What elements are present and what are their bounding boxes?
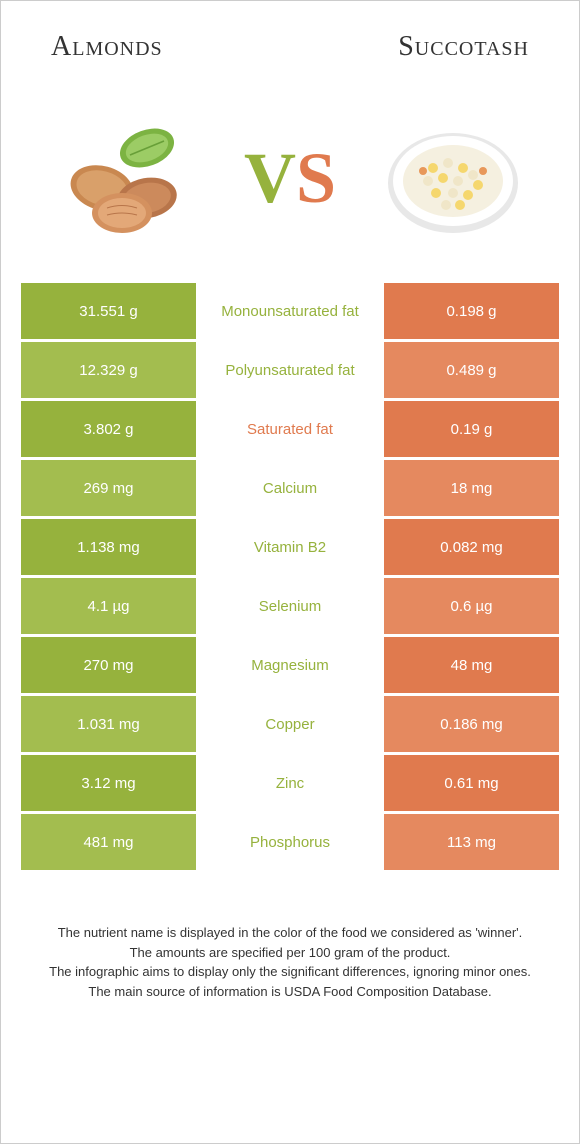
table-row: 12.329 gPolyunsaturated fat0.489 g <box>21 342 559 398</box>
value-left: 12.329 g <box>21 342 196 398</box>
value-right: 0.489 g <box>384 342 559 398</box>
almonds-image <box>52 103 202 253</box>
value-right: 0.6 µg <box>384 578 559 634</box>
value-right: 0.61 mg <box>384 755 559 811</box>
nutrient-name: Calcium <box>196 460 384 516</box>
table-row: 31.551 gMonounsaturated fat0.198 g <box>21 283 559 339</box>
table-row: 481 mgPhosphorus113 mg <box>21 814 559 870</box>
value-left: 1.031 mg <box>21 696 196 752</box>
value-left: 3.12 mg <box>21 755 196 811</box>
value-right: 0.19 g <box>384 401 559 457</box>
images-row: VS <box>1 83 579 283</box>
footer-line: The amounts are specified per 100 gram o… <box>31 943 549 963</box>
value-left: 1.138 mg <box>21 519 196 575</box>
value-left: 4.1 µg <box>21 578 196 634</box>
table-row: 270 mgMagnesium48 mg <box>21 637 559 693</box>
table-row: 269 mgCalcium18 mg <box>21 460 559 516</box>
nutrient-table: 31.551 gMonounsaturated fat0.198 g12.329… <box>1 283 579 870</box>
footer-notes: The nutrient name is displayed in the co… <box>1 873 579 1001</box>
nutrient-name: Selenium <box>196 578 384 634</box>
value-right: 0.198 g <box>384 283 559 339</box>
table-row: 3.12 mgZinc0.61 mg <box>21 755 559 811</box>
title-left: Almonds <box>51 31 163 63</box>
nutrient-name: Phosphorus <box>196 814 384 870</box>
nutrient-name: Polyunsaturated fat <box>196 342 384 398</box>
table-row: 1.031 mgCopper0.186 mg <box>21 696 559 752</box>
nutrient-name: Magnesium <box>196 637 384 693</box>
value-left: 481 mg <box>21 814 196 870</box>
value-right: 18 mg <box>384 460 559 516</box>
vs-v: V <box>244 138 296 218</box>
title-right: Succotash <box>398 31 529 63</box>
nutrient-name: Monounsaturated fat <box>196 283 384 339</box>
value-left: 270 mg <box>21 637 196 693</box>
footer-line: The infographic aims to display only the… <box>31 962 549 982</box>
nutrient-name: Zinc <box>196 755 384 811</box>
footer-line: The main source of information is USDA F… <box>31 982 549 1002</box>
footer-line: The nutrient name is displayed in the co… <box>31 923 549 943</box>
table-row: 4.1 µgSelenium0.6 µg <box>21 578 559 634</box>
value-right: 0.082 mg <box>384 519 559 575</box>
value-left: 31.551 g <box>21 283 196 339</box>
nutrient-name: Copper <box>196 696 384 752</box>
table-row: 1.138 mgVitamin B20.082 mg <box>21 519 559 575</box>
table-row: 3.802 gSaturated fat0.19 g <box>21 401 559 457</box>
value-right: 0.186 mg <box>384 696 559 752</box>
value-left: 269 mg <box>21 460 196 516</box>
value-right: 113 mg <box>384 814 559 870</box>
titles-row: Almonds Succotash <box>1 1 579 83</box>
succotash-image <box>378 103 528 253</box>
value-right: 48 mg <box>384 637 559 693</box>
nutrient-name: Saturated fat <box>196 401 384 457</box>
vs-label: VS <box>244 137 336 220</box>
nutrient-name: Vitamin B2 <box>196 519 384 575</box>
vs-s: S <box>296 138 336 218</box>
value-left: 3.802 g <box>21 401 196 457</box>
